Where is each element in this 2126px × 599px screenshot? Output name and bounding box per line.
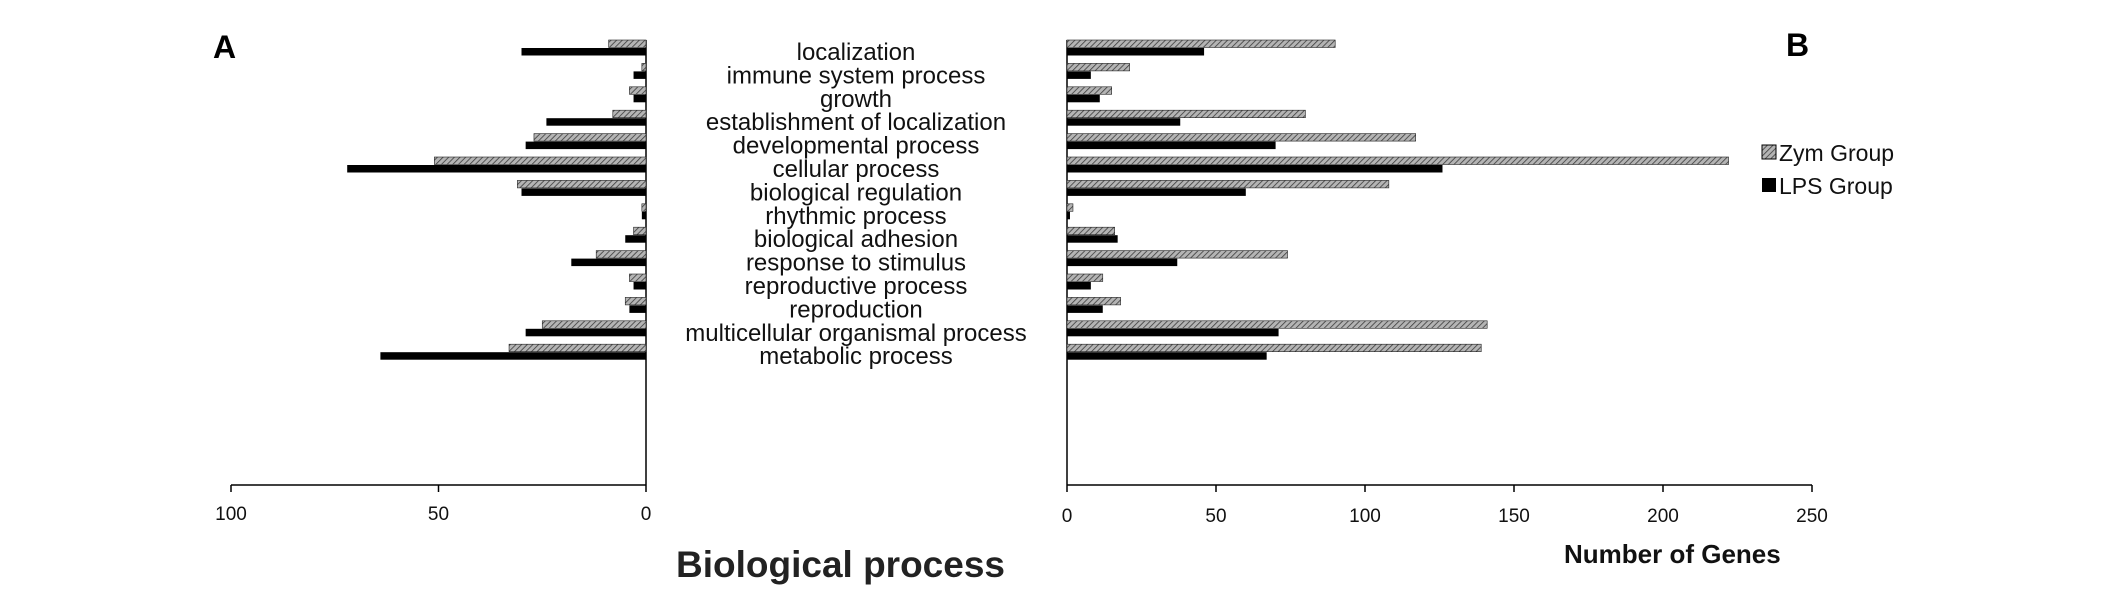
- right-bar-lps-reproductive-process: [1067, 282, 1091, 290]
- right-bar-zym-immune-system-process: [1066, 63, 1130, 72]
- left-bar-zym-developmental-process: [533, 133, 647, 142]
- left-bar-lps-metabolic-process: [380, 352, 646, 360]
- right-bar-zym-response-to-stimulus: [1066, 250, 1288, 259]
- category-label-cellular-process: cellular process: [773, 156, 940, 183]
- left-bar-lps-localization: [521, 48, 646, 56]
- right-bar-zym-developmental-process: [1066, 133, 1416, 142]
- right-bar-zym-localization: [1066, 39, 1336, 48]
- right-bar-zym-establishment-of-localization: [1066, 109, 1306, 118]
- left-bar-lps-rhythmic-process: [641, 211, 646, 220]
- left-bar-lps-immune-system-process: [633, 71, 646, 79]
- right-bar-zym-multicellular-organismal-process: [1066, 320, 1488, 329]
- panel-letter-a: A: [213, 29, 236, 65]
- right-bar-lps-cellular-process: [1067, 165, 1443, 173]
- chart-title: Biological process: [676, 544, 1005, 585]
- left-bar-zym-growth: [629, 86, 647, 95]
- right-bar-lps-rhythmic-process: [1067, 211, 1070, 220]
- left-bar-lps-reproductive-process: [633, 282, 646, 290]
- right-bar-zym-rhythmic-process: [1066, 203, 1074, 212]
- legend-swatch-lps: [1762, 178, 1776, 192]
- left-bar-lps-biological-adhesion: [625, 235, 646, 243]
- right-x-tick-label: 50: [1205, 506, 1226, 527]
- left-bar-zym-biological-adhesion: [633, 226, 647, 235]
- left-bar-lps-biological-regulation: [521, 188, 646, 196]
- left-bar-zym-response-to-stimulus: [595, 250, 647, 259]
- right-bar-panel: 0 50 100 150 200 250: [1062, 39, 1828, 527]
- right-bar-lps-metabolic-process: [1067, 352, 1267, 360]
- category-label-metabolic-process: metabolic process: [759, 343, 952, 370]
- right-bar-zym-cellular-process: [1066, 156, 1729, 165]
- left-bar-zym-cellular-process: [434, 156, 647, 165]
- category-label-establishment-of-localization: establishment of localization: [706, 109, 1006, 136]
- left-x-tick-label: 50: [428, 504, 449, 525]
- right-bar-lps-multicellular-organismal-process: [1067, 328, 1279, 337]
- right-bar-lps-biological-adhesion: [1067, 235, 1118, 243]
- right-bar-lps-localization: [1067, 48, 1205, 56]
- left-bar-lps-cellular-process: [347, 165, 646, 173]
- right-bar-lps-immune-system-process: [1067, 71, 1091, 79]
- right-x-tick-label: 250: [1796, 506, 1828, 527]
- category-label-biological-adhesion: biological adhesion: [754, 226, 958, 253]
- right-x-axis-title: Number of Genes: [1564, 539, 1781, 569]
- right-bar-lps-reproduction: [1067, 305, 1103, 313]
- left-bar-lps-establishment-of-localization: [546, 118, 646, 126]
- right-bar-lps-biological-regulation: [1067, 188, 1246, 196]
- left-bar-zym-metabolic-process: [508, 343, 647, 353]
- legend: Zym Group LPS Group: [1761, 140, 1894, 199]
- category-label-rhythmic-process: rhythmic process: [765, 203, 946, 230]
- category-label-developmental-process: developmental process: [733, 133, 980, 160]
- category-label-localization: localization: [797, 39, 916, 66]
- right-bar-lps-growth: [1067, 94, 1100, 103]
- left-bar-lps-multicellular-organismal-process: [525, 328, 646, 337]
- right-x-tick-label: 0: [1062, 506, 1073, 527]
- left-bar-zym-multicellular-organismal-process: [541, 320, 647, 329]
- left-bar-zym-establishment-of-localization: [612, 109, 647, 118]
- left-bar-zym-rhythmic-process: [641, 203, 647, 212]
- category-label-immune-system-process: immune system process: [727, 62, 986, 89]
- right-x-tick-label: 150: [1498, 506, 1530, 527]
- right-bar-zym-metabolic-process: [1066, 343, 1482, 353]
- right-bar-zym-biological-regulation: [1066, 180, 1390, 189]
- left-bar-lps-reproduction: [629, 305, 646, 313]
- left-x-tick-label: 100: [215, 504, 247, 525]
- right-bar-zym-reproduction: [1066, 297, 1121, 306]
- legend-label-lps: LPS Group: [1779, 173, 1893, 199]
- right-bar-lps-establishment-of-localization: [1067, 118, 1181, 126]
- left-bar-lps-developmental-process: [525, 141, 646, 150]
- right-bar-lps-response-to-stimulus: [1067, 258, 1178, 267]
- legend-label-zym: Zym Group: [1779, 140, 1894, 166]
- left-bar-zym-immune-system-process: [641, 63, 647, 72]
- left-bar-panel: 100 50 0: [215, 39, 652, 525]
- category-label-biological-regulation: biological regulation: [750, 179, 962, 206]
- left-x-tick-label: 0: [641, 504, 652, 525]
- left-bar-lps-growth: [633, 94, 646, 103]
- left-bar-zym-biological-regulation: [517, 180, 647, 189]
- right-x-tick-label: 200: [1647, 506, 1679, 527]
- right-bar-zym-biological-adhesion: [1066, 226, 1115, 235]
- category-label-response-to-stimulus: response to stimulus: [746, 250, 966, 277]
- category-label-multicellular-organismal-process: multicellular organismal process: [685, 320, 1026, 347]
- left-bar-zym-localization: [608, 39, 647, 48]
- category-label-reproductive-process: reproductive process: [745, 273, 968, 300]
- left-bar-zym-reproductive-process: [629, 273, 647, 282]
- left-bar-lps-response-to-stimulus: [571, 258, 646, 267]
- right-x-tick-label: 100: [1349, 506, 1381, 527]
- right-bar-zym-reproductive-process: [1066, 273, 1104, 282]
- right-bar-lps-developmental-process: [1067, 141, 1276, 150]
- legend-swatch-zym: [1761, 144, 1777, 160]
- category-label-reproduction: reproduction: [789, 296, 922, 323]
- left-bar-zym-reproduction: [624, 297, 647, 306]
- panel-letter-b: B: [1786, 27, 1809, 63]
- right-bar-zym-growth: [1066, 86, 1113, 95]
- category-label-growth: growth: [820, 86, 892, 113]
